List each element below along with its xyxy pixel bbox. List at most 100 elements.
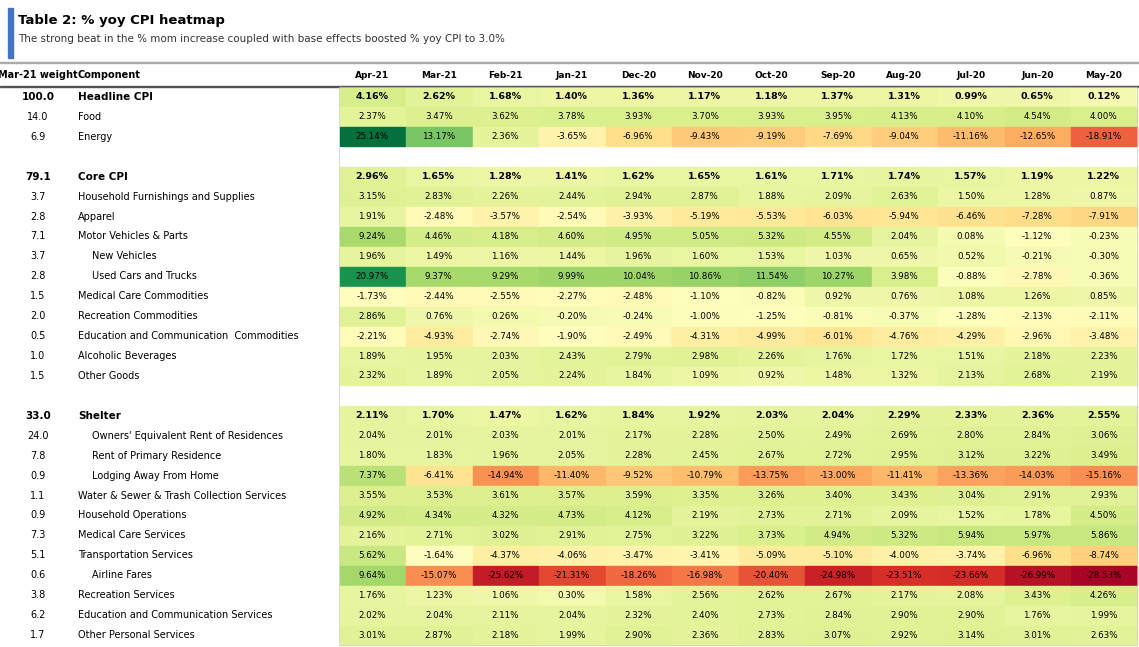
Bar bbox=[606, 506, 671, 525]
Text: -5.10%: -5.10% bbox=[822, 551, 853, 560]
Bar bbox=[606, 227, 671, 246]
Text: Nov-20: Nov-20 bbox=[687, 71, 722, 80]
Text: 1.83%: 1.83% bbox=[425, 451, 452, 460]
Text: 1.5: 1.5 bbox=[31, 371, 46, 381]
Bar bbox=[672, 546, 737, 565]
Bar bbox=[0, 86, 1139, 87]
Bar bbox=[473, 606, 538, 624]
Text: -9.04%: -9.04% bbox=[888, 133, 919, 141]
Bar bbox=[738, 486, 804, 505]
Text: 5.1: 5.1 bbox=[31, 551, 46, 560]
Bar bbox=[339, 307, 405, 325]
Bar bbox=[1071, 506, 1137, 525]
Text: 3.70%: 3.70% bbox=[691, 113, 719, 122]
Text: 1.28%: 1.28% bbox=[489, 172, 522, 181]
Text: 5.05%: 5.05% bbox=[691, 232, 719, 241]
Text: -3.48%: -3.48% bbox=[1088, 332, 1120, 340]
Text: 4.55%: 4.55% bbox=[823, 232, 852, 241]
Text: 1.88%: 1.88% bbox=[757, 192, 785, 201]
Text: 2.18%: 2.18% bbox=[1024, 351, 1051, 360]
Text: 1.36%: 1.36% bbox=[622, 93, 655, 102]
Text: 6.2: 6.2 bbox=[31, 610, 46, 620]
Bar bbox=[871, 87, 937, 106]
Text: 3.47%: 3.47% bbox=[425, 113, 452, 122]
Text: 7.3: 7.3 bbox=[31, 531, 46, 540]
Bar bbox=[1005, 347, 1070, 366]
Bar bbox=[672, 127, 737, 146]
Text: 2.94%: 2.94% bbox=[624, 192, 652, 201]
Bar bbox=[405, 486, 472, 505]
Bar bbox=[939, 107, 1003, 126]
Text: 2.17%: 2.17% bbox=[624, 432, 652, 440]
Text: Lodging Away From Home: Lodging Away From Home bbox=[92, 470, 219, 481]
Bar bbox=[939, 287, 1003, 306]
Bar bbox=[606, 347, 671, 366]
Bar bbox=[805, 287, 870, 306]
Bar bbox=[939, 327, 1003, 345]
Bar bbox=[405, 446, 472, 465]
Text: 0.6: 0.6 bbox=[31, 570, 46, 580]
Bar bbox=[1071, 466, 1137, 485]
Text: 2.86%: 2.86% bbox=[359, 312, 386, 321]
Text: 4.00%: 4.00% bbox=[1090, 113, 1117, 122]
Bar bbox=[871, 446, 937, 465]
Bar bbox=[738, 466, 804, 485]
Bar bbox=[738, 366, 804, 386]
Text: 3.14%: 3.14% bbox=[957, 631, 984, 639]
Text: Medical Care Commodities: Medical Care Commodities bbox=[77, 291, 208, 302]
Text: 1.51%: 1.51% bbox=[957, 351, 984, 360]
Bar bbox=[939, 586, 1003, 605]
Bar bbox=[672, 287, 737, 306]
Text: 2.44%: 2.44% bbox=[558, 192, 585, 201]
Text: 1.17%: 1.17% bbox=[688, 93, 721, 102]
Bar bbox=[1005, 546, 1070, 565]
Text: 4.32%: 4.32% bbox=[491, 511, 519, 520]
Bar bbox=[871, 526, 937, 545]
Text: 2.09%: 2.09% bbox=[891, 511, 918, 520]
Text: 3.59%: 3.59% bbox=[624, 491, 653, 500]
Text: 1.76%: 1.76% bbox=[1024, 611, 1051, 620]
Bar bbox=[871, 406, 937, 425]
Text: 2.92%: 2.92% bbox=[891, 631, 918, 639]
Bar bbox=[473, 466, 538, 485]
Bar bbox=[473, 107, 538, 126]
Text: 1.62%: 1.62% bbox=[622, 172, 655, 181]
Bar bbox=[672, 267, 737, 286]
Bar bbox=[672, 586, 737, 605]
Bar bbox=[539, 167, 605, 186]
Bar bbox=[539, 366, 605, 386]
Text: 1.96%: 1.96% bbox=[492, 451, 519, 460]
Bar bbox=[871, 187, 937, 206]
Bar bbox=[339, 287, 405, 306]
Text: 10.04%: 10.04% bbox=[622, 272, 655, 281]
Text: -2.74%: -2.74% bbox=[490, 332, 521, 340]
Text: -15.16%: -15.16% bbox=[1085, 471, 1122, 480]
Text: 1.89%: 1.89% bbox=[425, 371, 452, 380]
Text: Medical Care Services: Medical Care Services bbox=[77, 531, 186, 540]
Text: Alcoholic Beverages: Alcoholic Beverages bbox=[77, 351, 177, 361]
Text: -11.41%: -11.41% bbox=[886, 471, 923, 480]
Text: -0.21%: -0.21% bbox=[1022, 252, 1052, 261]
Text: Household Operations: Household Operations bbox=[77, 510, 187, 520]
Text: 4.50%: 4.50% bbox=[1090, 511, 1117, 520]
Bar bbox=[1005, 565, 1070, 585]
Text: 2.36%: 2.36% bbox=[691, 631, 719, 639]
Bar bbox=[339, 466, 405, 485]
Text: Energy: Energy bbox=[77, 132, 112, 142]
Text: -2.27%: -2.27% bbox=[556, 292, 587, 301]
Bar bbox=[1071, 486, 1137, 505]
Text: -24.98%: -24.98% bbox=[820, 571, 855, 580]
Bar bbox=[1005, 486, 1070, 505]
Bar bbox=[871, 207, 937, 226]
Bar bbox=[1005, 267, 1070, 286]
Bar bbox=[871, 127, 937, 146]
Bar bbox=[738, 287, 804, 306]
Text: -14.94%: -14.94% bbox=[487, 471, 523, 480]
Bar bbox=[606, 565, 671, 585]
Text: 3.04%: 3.04% bbox=[957, 491, 984, 500]
Bar bbox=[473, 247, 538, 266]
Bar bbox=[473, 287, 538, 306]
Bar bbox=[1071, 107, 1137, 126]
Text: Jul-20: Jul-20 bbox=[956, 71, 985, 80]
Bar bbox=[1071, 546, 1137, 565]
